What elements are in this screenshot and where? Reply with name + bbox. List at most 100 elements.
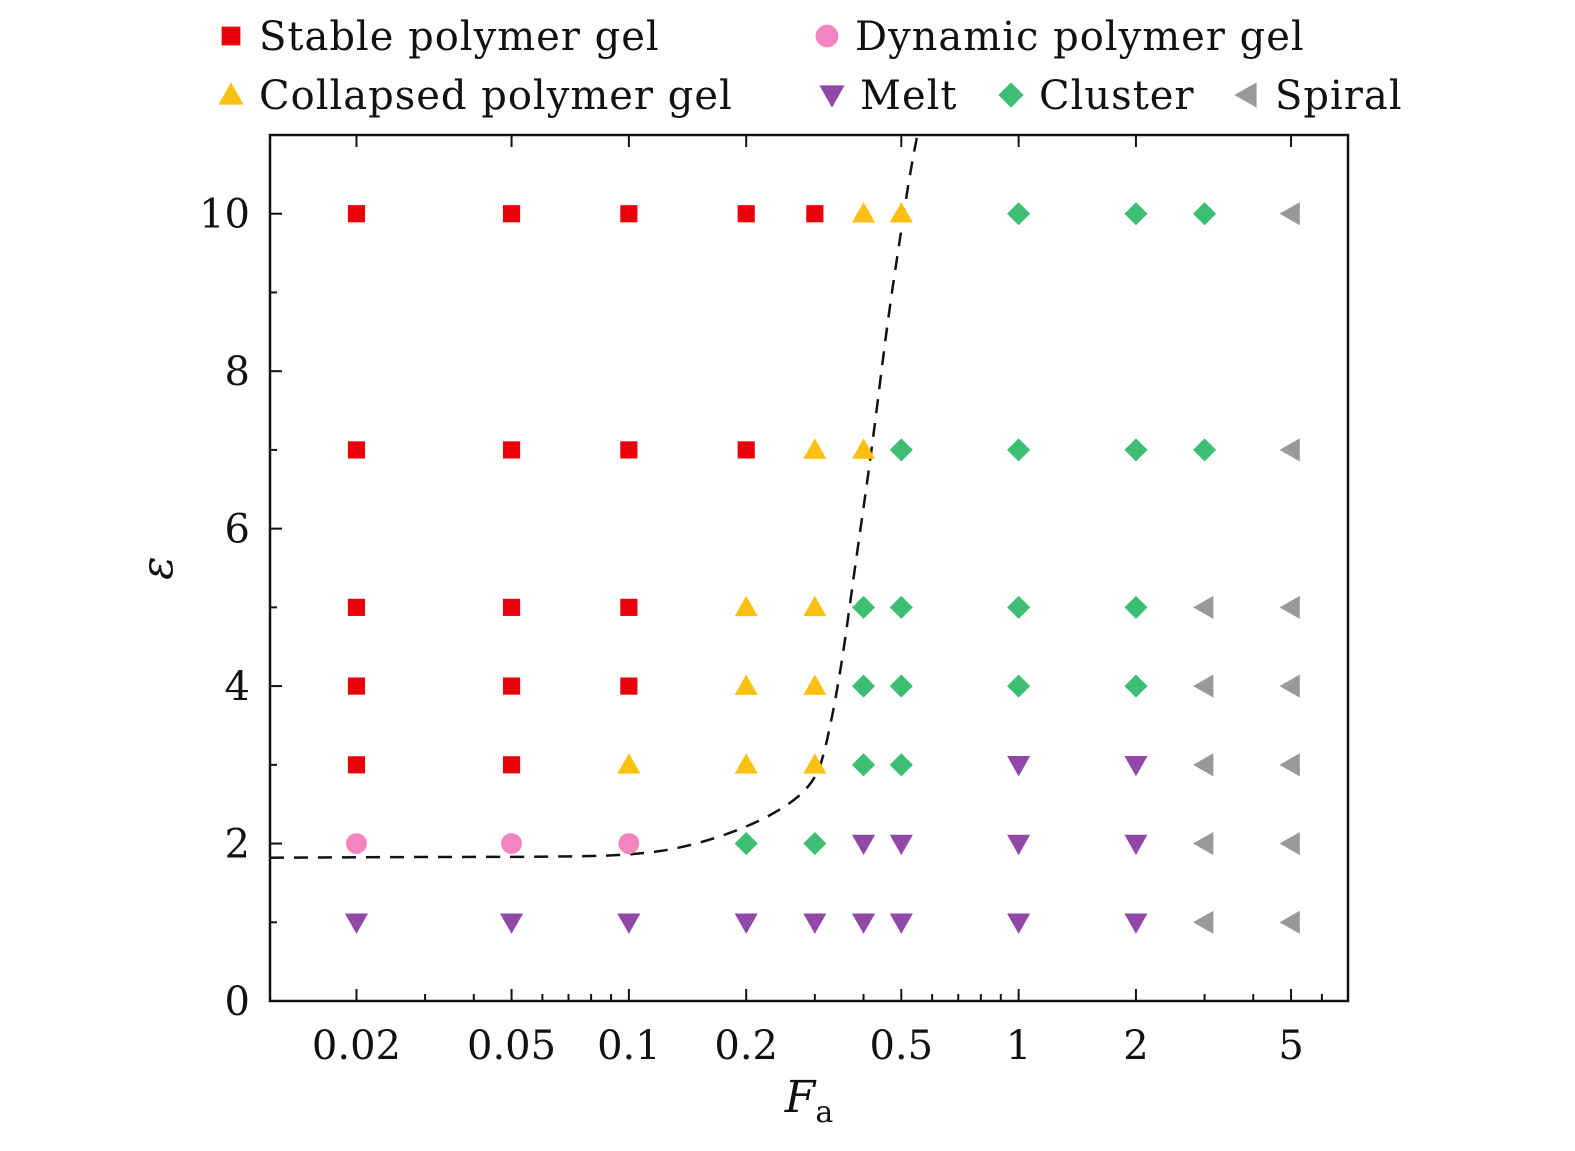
melt-marker — [734, 913, 758, 934]
melt-marker — [803, 913, 827, 934]
melt-marker — [851, 834, 876, 856]
melt-marker — [889, 913, 913, 934]
stable-polymer-gel-marker — [737, 205, 755, 223]
spiral-marker — [1279, 595, 1300, 619]
cluster-marker — [851, 674, 876, 698]
cluster-marker — [1193, 202, 1217, 226]
legend-collapsed-polymer-gel-marker — [218, 82, 244, 105]
legend-spiral-marker — [1234, 82, 1257, 108]
stable-polymer-gel-marker — [502, 756, 521, 774]
stable-polymer-gel-marker — [347, 677, 366, 695]
y-axis: 0 2 4 6 8 10 — [199, 192, 282, 1025]
x-tick-label: 1 — [1006, 1023, 1031, 1069]
stable-polymer-gel-marker — [620, 598, 638, 616]
spiral-marker — [1193, 753, 1214, 777]
legend-item-spiral: Spiral — [1234, 73, 1402, 119]
cluster-marker — [851, 753, 876, 777]
melt-marker — [1124, 913, 1148, 934]
stable-polymer-gel-marker — [347, 205, 366, 223]
legend-item-dynamic-polymer-gel: Dynamic polymer gel — [815, 14, 1304, 60]
x-tick-label: 5 — [1278, 1023, 1303, 1069]
melt-marker — [889, 834, 913, 856]
legend-label: Spiral — [1275, 73, 1403, 119]
x-tick-label: 0.5 — [869, 1023, 933, 1069]
data-markers — [344, 202, 1300, 934]
cluster-marker — [851, 595, 876, 619]
spiral-marker — [1279, 438, 1300, 462]
cluster-marker — [889, 438, 913, 462]
melt-marker — [1007, 756, 1031, 777]
legend: Stable polymer gel Dynamic polymer gel Col… — [218, 14, 1402, 119]
stable-polymer-gel-marker — [620, 205, 638, 223]
x-axis-label: Fa — [784, 1072, 834, 1130]
legend-stable-polymer-gel-marker — [221, 26, 241, 46]
x-tick-label: 2 — [1123, 1023, 1148, 1069]
cluster-marker — [1007, 674, 1031, 698]
y-tick-label: 8 — [225, 349, 250, 395]
melt-marker — [617, 913, 641, 934]
stable-polymer-gel-marker — [502, 205, 521, 223]
collapsed-polymer-gel-marker — [851, 202, 876, 223]
legend-item-melt: Melt — [819, 73, 957, 119]
collapsed-polymer-gel-marker — [617, 753, 641, 774]
cluster-marker — [1007, 202, 1031, 226]
spiral-marker — [1193, 910, 1214, 934]
y-tick-label: 10 — [199, 192, 250, 238]
stable-polymer-gel-marker — [502, 677, 521, 695]
collapsed-polymer-gel-marker — [889, 202, 913, 223]
cluster-marker — [889, 753, 913, 777]
legend-item-cluster: Cluster — [998, 73, 1194, 119]
melt-marker — [1124, 756, 1148, 777]
x-tick-label: 0.05 — [467, 1023, 556, 1069]
melt-marker — [500, 913, 524, 934]
legend-label: Stable polymer gel — [259, 14, 660, 60]
legend-label: Melt — [860, 73, 958, 119]
legend-label: Cluster — [1039, 73, 1195, 119]
collapsed-polymer-gel-marker — [734, 674, 758, 695]
dynamic-polymer-gel-marker — [501, 833, 523, 854]
cluster-marker — [1007, 438, 1031, 462]
stable-polymer-gel-marker — [502, 441, 521, 459]
stable-polymer-gel-marker — [806, 205, 824, 223]
stable-polymer-gel-marker — [347, 756, 366, 774]
y-tick-label: 6 — [225, 507, 250, 553]
cluster-marker — [734, 831, 758, 856]
cluster-marker — [1124, 674, 1148, 698]
stable-polymer-gel-marker — [502, 598, 521, 616]
y-axis-label: ε — [132, 556, 183, 580]
spiral-marker — [1279, 674, 1300, 698]
cluster-marker — [889, 595, 913, 619]
legend-label: Collapsed polymer gel — [259, 73, 733, 119]
x-tick-label: 0.2 — [714, 1023, 778, 1069]
collapsed-polymer-gel-marker — [803, 674, 827, 695]
legend-item-stable-polymer-gel: Stable polymer gel — [221, 14, 660, 60]
melt-marker — [1124, 834, 1148, 856]
stable-polymer-gel-marker — [620, 441, 638, 459]
cluster-marker — [1124, 438, 1148, 462]
spiral-marker — [1193, 595, 1214, 619]
stable-polymer-gel-marker — [347, 598, 366, 616]
dynamic-polymer-gel-marker — [346, 833, 367, 854]
cluster-marker — [1193, 438, 1217, 462]
y-tick-label: 2 — [225, 822, 250, 868]
boundary-line — [270, 135, 919, 859]
cluster-marker — [889, 674, 913, 698]
spiral-marker — [1279, 753, 1300, 777]
stable-polymer-gel-marker — [347, 441, 366, 459]
spiral-marker — [1279, 831, 1300, 856]
phase-boundary-dashed-line — [270, 135, 919, 859]
collapsed-polymer-gel-marker — [734, 595, 758, 617]
collapsed-polymer-gel-marker — [851, 438, 876, 459]
legend-cluster-marker — [998, 82, 1024, 108]
melt-marker — [344, 913, 369, 934]
collapsed-polymer-gel-marker — [734, 753, 758, 774]
cluster-marker — [803, 831, 827, 856]
spiral-marker — [1279, 202, 1300, 226]
legend-dynamic-polymer-gel-marker — [815, 24, 839, 48]
melt-marker — [1007, 913, 1031, 934]
x-axis: 0.02 0.05 0.1 0.2 0.5 1 2 5 — [312, 135, 1323, 1069]
plot-border — [268, 133, 1350, 1003]
cluster-marker — [1007, 595, 1031, 619]
y-tick-label: 0 — [225, 979, 250, 1025]
